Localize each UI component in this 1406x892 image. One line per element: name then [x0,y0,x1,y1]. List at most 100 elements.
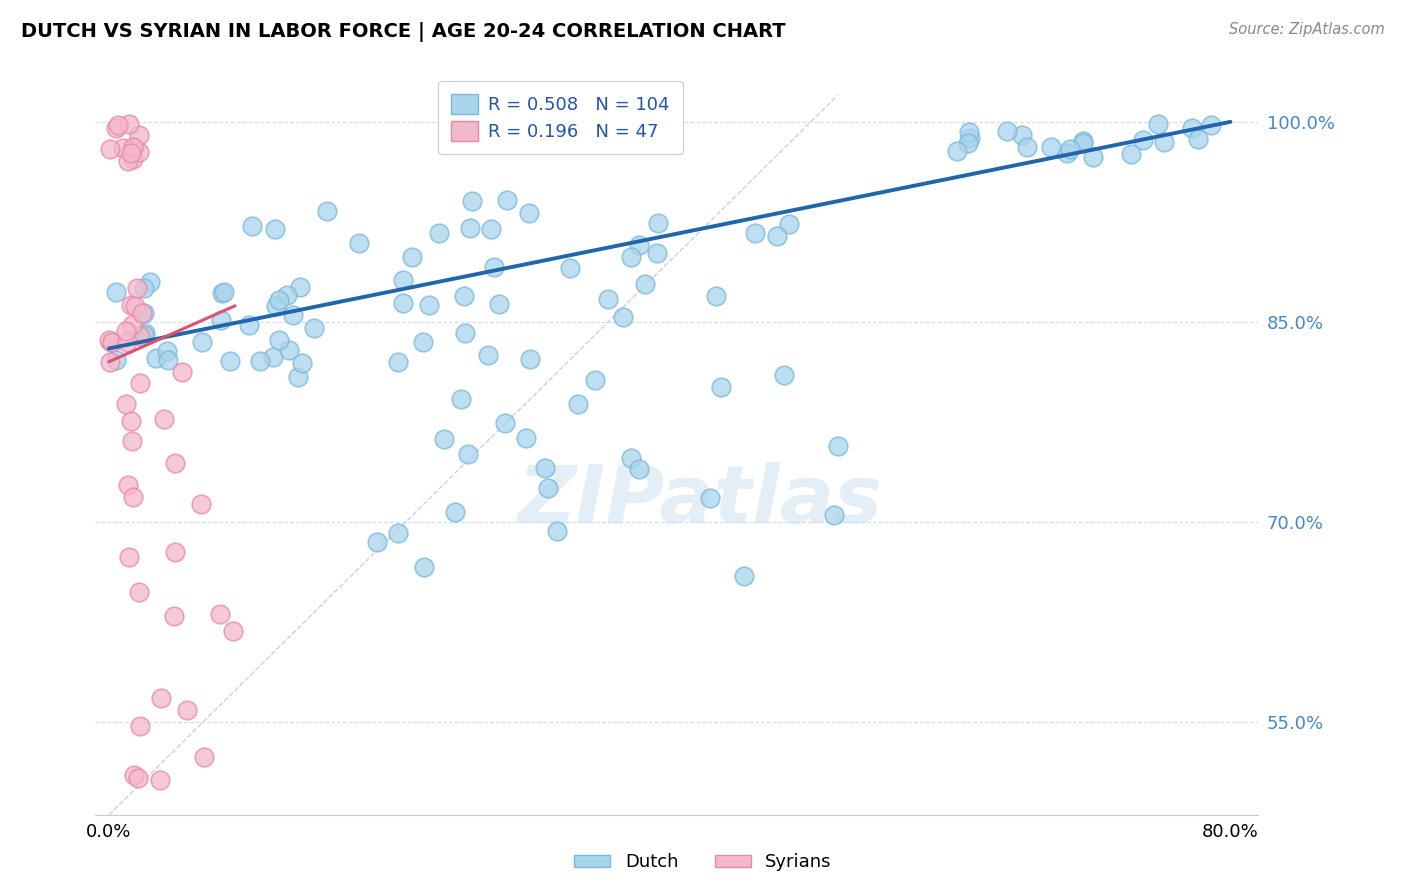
Point [117,550,139,565]
Point [558,261,581,276]
Point [1199,119,1222,133]
Point [100,335,122,350]
Point [412,560,434,574]
Point [132,306,155,320]
Point [1073,134,1095,148]
Point [1187,132,1209,146]
Point [515,431,537,445]
Point [122,490,145,504]
Point [163,608,186,623]
Point [453,289,475,303]
Point [114,397,136,411]
Point [120,146,142,161]
Point [127,281,149,295]
Point [121,318,143,333]
Point [418,298,440,312]
Point [1015,140,1038,154]
Point [427,227,450,241]
Point [117,154,139,169]
Point [163,456,186,470]
Point [366,534,388,549]
Point [1146,117,1168,131]
Point [120,414,142,428]
Point [454,326,477,340]
Point [155,344,177,359]
Point [170,365,193,379]
Point [620,250,643,264]
Point [100,334,122,349]
Point [517,206,540,220]
Point [128,584,150,599]
Point [458,221,481,235]
Point [131,306,153,320]
Point [537,481,560,495]
Point [115,334,138,349]
Point [139,276,162,290]
Point [647,216,669,230]
Point [519,351,541,366]
Point [98,355,121,369]
Point [1083,149,1105,163]
Point [128,145,150,159]
Point [190,335,212,350]
Legend: Dutch, Syrians: Dutch, Syrians [567,847,839,879]
Point [114,325,136,339]
Point [1040,140,1063,154]
Text: Source: ZipAtlas.com: Source: ZipAtlas.com [1229,22,1385,37]
Point [620,451,643,466]
Point [627,462,650,476]
Point [98,333,121,347]
Text: ZIPatlas: ZIPatlas [517,462,883,541]
Point [699,491,721,506]
Point [266,299,288,313]
Point [153,412,176,426]
Point [288,279,311,293]
Point [387,355,409,369]
Point [433,433,456,447]
Point [1153,135,1175,149]
Point [121,153,143,167]
Point [264,222,287,236]
Point [117,478,139,492]
Point [401,250,423,264]
Point [249,354,271,368]
Point [316,204,339,219]
Point [633,277,655,291]
Point [1011,128,1033,142]
Point [349,235,371,250]
Point [121,434,143,448]
Point [496,193,519,207]
Point [105,285,128,299]
Point [627,238,650,252]
Point [214,285,236,300]
Point [122,768,145,782]
Point [461,194,484,208]
Point [706,289,728,303]
Point [583,373,606,387]
Point [267,293,290,307]
Point [995,124,1018,138]
Point [267,333,290,347]
Point [118,117,141,131]
Point [567,397,589,411]
Point [209,313,232,327]
Point [391,273,413,287]
Point [302,320,325,334]
Point [547,524,569,538]
Point [107,118,129,132]
Point [1132,133,1154,147]
Point [176,702,198,716]
Point [412,335,434,350]
Point [772,368,794,382]
Point [945,144,967,158]
Point [387,526,409,541]
Point [145,351,167,366]
Point [488,297,510,311]
Point [111,141,134,155]
Point [128,719,150,733]
Point [823,508,845,522]
Point [124,140,146,154]
Point [218,354,240,368]
Point [744,226,766,240]
Point [120,298,142,312]
